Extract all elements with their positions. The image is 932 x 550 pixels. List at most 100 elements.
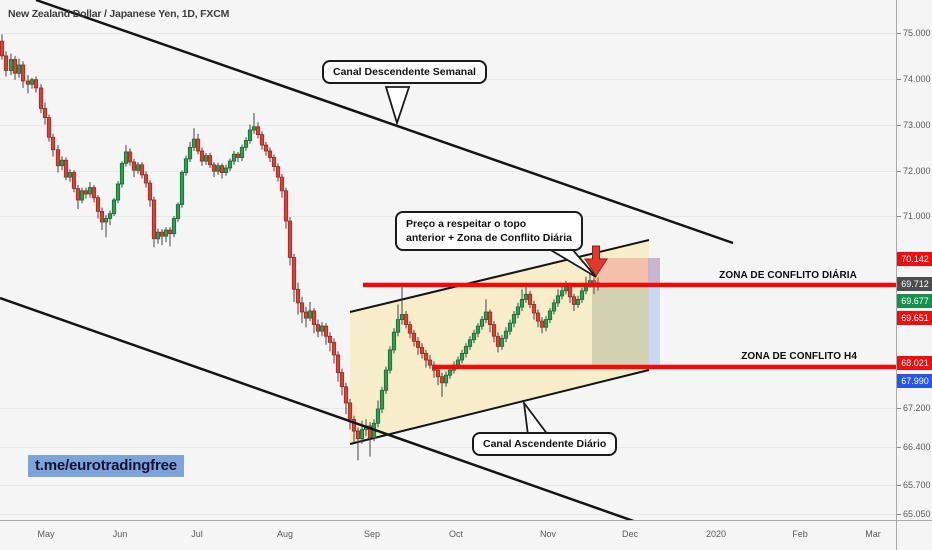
price-axis-label-text: 65.050 [903,509,931,519]
candle-body [367,425,373,439]
candle-body [575,298,581,305]
callout-daily-ascending-channel[interactable]: Canal Ascendente Diário [472,432,618,456]
grid-line [0,171,896,172]
candle-body [323,325,329,337]
time-axis-label: Dec [621,529,639,539]
projection-zone-blue[interactable] [648,258,660,365]
axis-tick [897,446,901,448]
candle-body [351,418,357,432]
candle-body [111,199,117,215]
price-axis[interactable]: 75.000 74.000 73.000 72.000 71.000 67.200 66.4… [896,0,932,520]
price-axis-label: 65.050 [897,509,931,519]
candle-body [339,372,345,388]
price-badge: 69.677 [897,294,932,308]
candle-body [443,374,449,384]
price-axis-label-text: 65.700 [903,480,931,490]
price-axis-label: 72.000 [897,166,931,176]
candle-body [8,59,14,71]
price-axis-label-text: 67.200 [903,403,931,413]
grid-line [0,33,896,34]
candle-body [46,117,52,138]
candle-body [547,310,553,321]
price-axis-label-text: 72.000 [903,166,931,176]
time-axis[interactable]: May Jun Jul Aug Sep Oct Nov Dec 2020 Feb Mar [0,520,932,550]
candle-body [16,64,22,74]
candle-body [415,340,421,348]
axis-tick [897,484,901,486]
candle-body [383,369,389,391]
candle-body [147,182,153,201]
candle-body [95,197,101,212]
candle-body [359,429,365,440]
candle-body [115,183,121,201]
candle-body [435,369,441,378]
candle-body [227,160,233,169]
axis-tick [897,407,901,409]
candle-body [503,330,509,339]
candle-body [263,144,269,152]
price-axis-label: 75.000 [897,28,931,38]
watermark-link-text[interactable]: t.me/eurotradingfree [28,455,184,477]
callout-tail-daily [522,399,550,436]
candle-body [411,332,417,342]
candle-body [0,40,5,57]
candle-body [355,430,361,440]
candle-body [207,155,213,166]
daily-channel-bottom-line[interactable] [349,369,650,445]
projection-zone-sage[interactable] [592,287,648,365]
candle-body [495,335,501,347]
candle-body [91,187,97,199]
time-axis-label: Mar [865,529,881,539]
price-axis-label: 67.200 [897,403,931,413]
candle-body [171,218,177,235]
candle-body [531,303,537,314]
candle-body [59,159,65,167]
zone-daily-conflict-label[interactable]: ZONA DE CONFLITO DIÁRIA [719,270,857,281]
candle-body [231,153,237,162]
axis-tick [897,170,901,172]
candle-body [523,293,529,300]
axis-tick [897,215,901,217]
candle-body [519,298,525,308]
time-axis-label: 2020 [705,529,727,539]
axis-tick [897,78,901,80]
callout-weekly-descending-channel[interactable]: Canal Descendente Semanal [322,60,487,84]
chart-canvas[interactable]: New Zealand Dollar / Japanese Yen, 1D, F… [0,0,896,520]
candle-body [25,80,31,85]
candle-body [71,172,77,189]
candle-body [527,293,533,305]
candle-body [439,376,445,384]
grid-line [0,125,896,126]
price-badge: 69.651 [897,311,932,325]
candle-body [379,389,385,410]
candle-body [395,319,401,333]
zone-h4-conflict-label[interactable]: ZONA DE CONFLITO H4 [741,351,857,362]
candle-body [3,55,9,71]
candle-body [427,359,433,366]
candle-body [131,161,137,171]
weekly-channel-top-line[interactable] [35,0,734,245]
candle-body [175,204,181,220]
candle-body [459,352,465,361]
candle-body [291,256,297,290]
candle-body [387,349,393,371]
candle-body [55,149,61,167]
candle-body [347,402,353,420]
candle-body [475,325,481,334]
candle-body [559,290,565,297]
arrow-down-marker[interactable] [584,245,608,277]
candle-body [127,151,133,163]
price-axis-label-text: 74.000 [903,74,931,84]
price-axis-label-text: 75.000 [903,28,931,38]
candle-body [499,337,505,347]
callout-price-respect-top[interactable]: Preço a respeitar o topo anterior + Zona… [395,211,583,251]
candle-body [195,138,201,152]
time-axis-label: Nov [539,529,557,539]
candle-body [455,359,461,366]
candle-body [199,150,205,162]
candle-body [567,285,573,298]
candle-body [375,408,381,424]
axis-tick [897,32,901,34]
weekly-channel-bottom-line[interactable] [0,296,642,520]
